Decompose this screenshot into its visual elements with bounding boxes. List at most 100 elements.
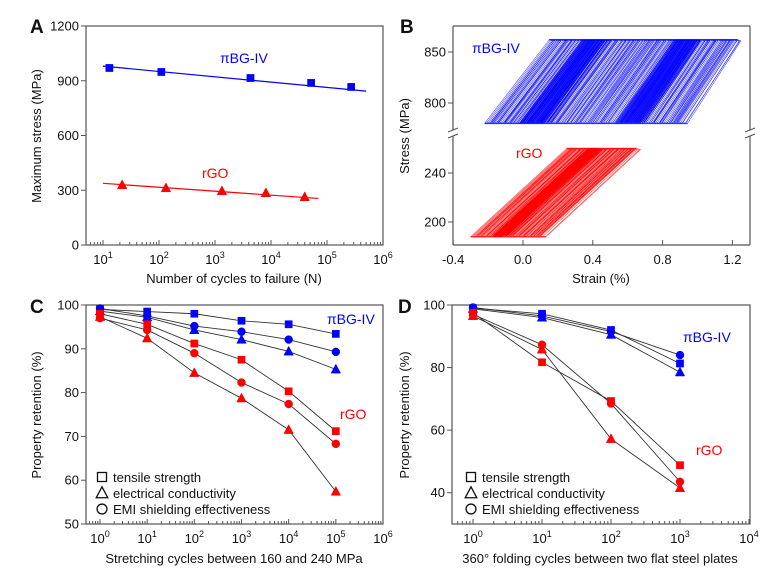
data-point xyxy=(284,399,293,409)
x-tick-label: 103 xyxy=(670,529,689,546)
data-point xyxy=(236,333,247,344)
data-point xyxy=(536,311,548,322)
panel-letter-a: A xyxy=(30,17,44,38)
data-point xyxy=(190,309,199,318)
legend-label: electrical conductivity xyxy=(113,486,236,501)
fit-line xyxy=(102,65,367,92)
data-point xyxy=(674,482,686,493)
series-line xyxy=(99,308,336,335)
data-point xyxy=(246,74,255,82)
legend-label: electrical conductivity xyxy=(482,486,605,501)
panel-a-label-pibg: πBG-IV xyxy=(220,50,268,66)
series-line xyxy=(99,310,336,370)
data-point xyxy=(331,427,340,435)
panel-letter-d: D xyxy=(398,297,412,318)
y-tick-label: 850 xyxy=(424,45,446,60)
series-line xyxy=(472,312,681,466)
panel-c-label-rgo: rGO xyxy=(340,406,367,422)
x-tick-label: 101 xyxy=(137,529,156,546)
legend-label: EMI shielding effectiveness xyxy=(482,502,640,517)
data-point xyxy=(331,347,341,357)
panel-a-ticks: 101 102 103 104 105 106 0 300 600 900 1200 xyxy=(50,19,393,268)
panel-b-xlabel: Strain (%) xyxy=(572,271,630,286)
data-point xyxy=(331,330,340,338)
stress-strain-loop xyxy=(540,148,642,237)
data-point xyxy=(237,316,246,325)
y-tick-label: 80 xyxy=(65,385,79,400)
x-tick-label: 102 xyxy=(185,529,204,546)
series-line xyxy=(99,313,337,432)
y-tick-label: 240 xyxy=(424,166,446,181)
x-tick-label: 0.8 xyxy=(654,252,672,267)
data-point xyxy=(283,424,294,434)
y-tick-label: 60 xyxy=(431,423,445,438)
y-tick-label: 90 xyxy=(65,341,79,356)
data-point xyxy=(142,332,153,343)
panel-letter-b: B xyxy=(400,17,414,38)
x-tick-label: 100 xyxy=(463,529,482,546)
series-line xyxy=(99,316,337,492)
panel-c-xlabel: Stretching cycles between 160 and 240 MP… xyxy=(105,551,363,566)
panel-c-ylabel: Property retention (%) xyxy=(29,351,44,478)
series-line xyxy=(472,307,681,364)
series-line xyxy=(472,307,681,356)
legend-marker-triangle xyxy=(464,485,478,499)
data-point xyxy=(190,348,199,358)
legend-label: EMI shielding effectiveness xyxy=(113,502,271,517)
panel-a-ylabel: Maximum stress (MPa) xyxy=(29,69,44,203)
panel-c-label-pibg: πBG-IV xyxy=(327,311,375,327)
y-tick-label: 800 xyxy=(424,96,446,111)
y-tick-label: 50 xyxy=(65,517,79,532)
x-tick-label: 106 xyxy=(373,529,392,546)
data-point xyxy=(467,310,479,320)
panel-d-marks xyxy=(467,303,686,493)
x-tick-label: 102 xyxy=(149,250,168,267)
x-tick-label: 104 xyxy=(739,529,758,546)
legend-marker-square xyxy=(465,471,477,483)
data-point xyxy=(94,311,106,321)
panel-a-label-rgo: rGO xyxy=(202,165,229,181)
panel-b-label-pibg: πBG-IV xyxy=(472,40,520,56)
legend-marker-circle xyxy=(96,503,108,515)
panel-c-ticks: 100 101 102 103 104 105 106 50 60 70 80 90 100 xyxy=(57,298,392,547)
y-tick-label: 900 xyxy=(57,73,79,88)
x-tick-label: 101 xyxy=(93,250,112,267)
axis-break-mark xyxy=(744,127,756,133)
x-tick-label: 100 xyxy=(90,529,109,546)
data-point xyxy=(237,355,246,364)
data-point xyxy=(216,185,228,195)
data-point xyxy=(307,79,315,87)
data-point xyxy=(284,387,293,396)
data-point xyxy=(347,83,356,91)
legend-label: tensile strength xyxy=(482,470,570,485)
data-point xyxy=(284,320,293,329)
x-tick-label: 103 xyxy=(205,250,224,267)
axis-break-mark xyxy=(447,133,459,139)
panel-d-ylabel: Property retention (%) xyxy=(397,351,412,478)
panel-d-label-rgo: rGO xyxy=(696,442,723,458)
data-point xyxy=(331,439,341,449)
axis-break-mark xyxy=(447,127,459,133)
data-point xyxy=(606,399,616,408)
stress-strain-loop xyxy=(681,39,741,124)
x-tick-label: 102 xyxy=(601,529,620,546)
panel-b-plot-frame xyxy=(447,25,756,246)
panel-b-loops xyxy=(470,39,742,238)
axis-break-mark xyxy=(744,133,756,139)
x-tick-label: 104 xyxy=(279,529,298,546)
data-point xyxy=(605,329,617,339)
x-tick-label: 104 xyxy=(261,250,280,267)
y-tick-label: 200 xyxy=(424,215,446,230)
panel-b-label-rgo: rGO xyxy=(516,145,543,161)
x-tick-label: 0.4 xyxy=(584,252,602,267)
y-tick-label: 300 xyxy=(57,183,79,198)
data-point xyxy=(284,335,293,344)
data-point xyxy=(117,179,128,189)
fit-line xyxy=(102,182,319,200)
data-point xyxy=(237,378,246,387)
data-point xyxy=(675,350,685,360)
series-line xyxy=(472,315,681,489)
x-tick-label: 106 xyxy=(373,250,392,267)
